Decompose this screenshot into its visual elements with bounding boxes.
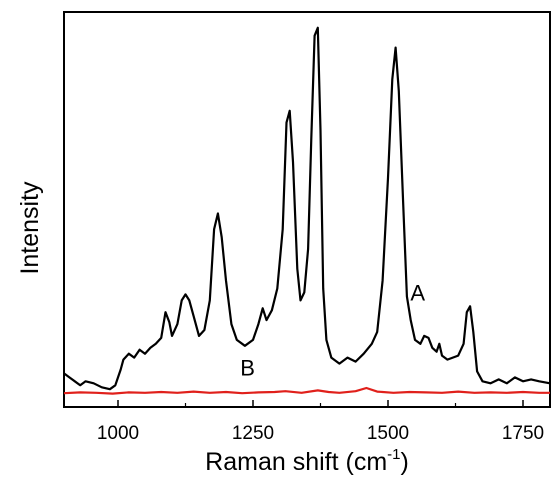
x-axis-title: Raman shift (cm-1): [205, 446, 409, 476]
series-label-layer: AB: [240, 280, 425, 380]
x-axis-title-main: Raman shift (cm: [205, 448, 387, 476]
x-tick-label: 1500: [367, 423, 409, 444]
series-layer: [63, 26, 551, 395]
x-axis-ticks: 1000 1250 1500 1750: [97, 400, 544, 444]
series-line-b: [63, 386, 550, 395]
plot-frame: [63, 11, 551, 408]
x-tick-label: 1750: [502, 423, 544, 444]
x-axis-title-superscript: -1: [387, 446, 400, 463]
series-label-b: B: [240, 355, 255, 380]
series-line-a: [63, 26, 551, 391]
x-tick-label: 1250: [232, 423, 274, 444]
x-axis-title-close: ): [401, 448, 409, 476]
series-label-a: A: [410, 280, 425, 305]
y-axis-title: Intensity: [16, 181, 44, 275]
x-tick-label: 1000: [97, 423, 139, 444]
